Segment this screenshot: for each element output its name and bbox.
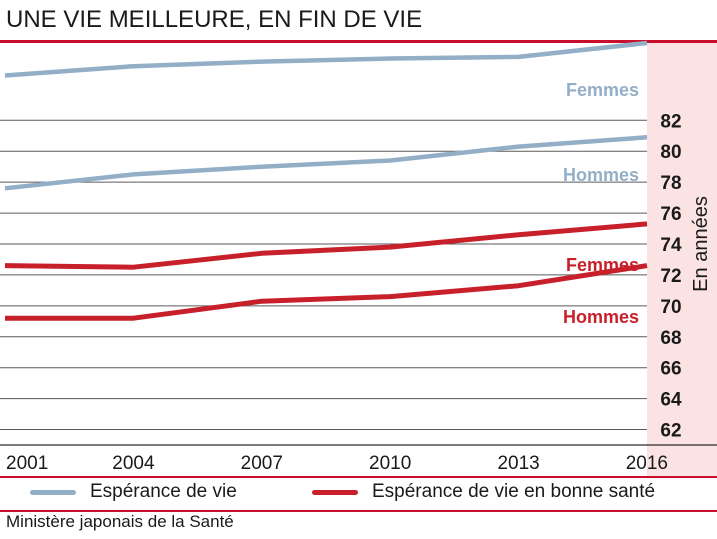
x-tick-label: 2010 [369,453,411,474]
y-tick-label: 72 [660,266,681,287]
x-tick-label: 2016 [626,453,668,474]
y-tick-label: 70 [660,297,681,318]
y-axis-label: En années [690,196,712,292]
y-tick-label: 74 [660,235,682,256]
series-line [4,135,648,191]
y-tick-label: 64 [660,390,682,411]
series-line [5,263,648,321]
series-label: Hommes [563,307,639,327]
series-line [4,221,648,270]
y-tick-label: 68 [660,328,681,349]
legend-label: Espérance de vie [90,481,237,502]
series-label: Hommes [563,165,639,185]
y-tick-label: 76 [660,204,681,225]
axis-band [647,43,717,478]
y-tick-label: 66 [660,359,681,380]
legend-item-healthy-life-expectancy: Espérance de vie en bonne santé [312,478,655,506]
series-label: Femmes [566,80,639,100]
series-line [4,40,648,78]
y-tick-label: 80 [660,142,681,163]
y-tick-label: 78 [660,173,681,194]
x-tick-label: 2013 [497,453,539,474]
source-note: Ministère japonais de la Santé [6,512,234,531]
legend: Espérance de vie Espérance de vie en bon… [0,478,717,506]
page-title: UNE VIE MEILLEURE, EN FIN DE VIE [6,6,423,33]
legend-rule [0,510,717,512]
x-tick-label: 2007 [241,453,283,474]
legend-label: Espérance de vie en bonne santé [372,481,656,502]
series-label: Femmes [566,255,639,275]
x-tick-label: 2004 [112,453,155,474]
legend-item-life-expectancy: Espérance de vie [30,478,237,506]
title-rule [0,40,717,43]
y-tick-label: 62 [660,421,681,442]
legend-swatch-blue [30,489,76,495]
y-tick-label: 82 [660,111,681,132]
x-tick-label: 2001 [6,453,48,474]
line-chart: 82 80 78 76 74 72 70 68 66 64 62 2001 2004 2007 2010 2… [0,40,717,478]
legend-swatch-red [312,489,358,495]
